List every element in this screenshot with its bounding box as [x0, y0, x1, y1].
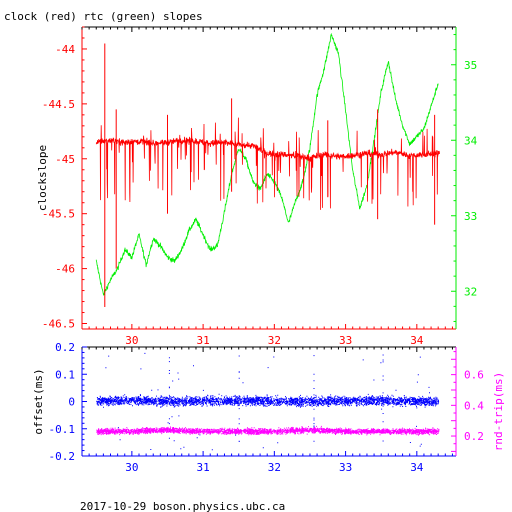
top-chart: 30 31 32 33 34 -44 -44.5 -45 -45.5 -46 -46.5 32 33 34… — [36, 26, 478, 347]
x-tick-label: 31 — [196, 334, 209, 347]
x-tick-label: 34 — [410, 334, 424, 347]
left-tick-label: -0.2 — [49, 450, 76, 463]
x-tick-label: 33 — [339, 334, 352, 347]
right-tick-label: 0.2 — [464, 430, 484, 443]
plot-area — [96, 352, 440, 451]
clock-series-line — [95, 117, 440, 210]
left-axis-label: clockslope — [36, 145, 49, 211]
left-tick-label: -44 — [55, 43, 75, 56]
right-tick-label: 35 — [464, 59, 477, 72]
rtc-series-line — [95, 32, 439, 296]
left-tick-label: 0.1 — [55, 368, 75, 381]
right-axis-label: rnd-trip(ms) — [492, 372, 505, 451]
plot-area — [95, 32, 440, 308]
right-tick-label: 33 — [464, 210, 477, 223]
left-tick-label: -45 — [55, 153, 75, 166]
left-tick-label: -44.5 — [42, 98, 75, 111]
right-tick-label: 32 — [464, 285, 477, 298]
left-tick-label: 0 — [68, 396, 75, 409]
x-tick-label: 30 — [125, 334, 138, 347]
x-tick-label: 32 — [268, 334, 281, 347]
left-tick-label: -46 — [55, 263, 75, 276]
left-tick-label: 0.2 — [55, 341, 75, 354]
left-tick-label: -46.5 — [42, 318, 75, 331]
x-tick-label: 34 — [410, 461, 424, 474]
bottom-chart: 30 31 32 33 34 0.2 0.1 0 -0.1 -0.2 0.6 0.4 0.2 offset… — [32, 341, 505, 474]
offset-series-points — [96, 352, 440, 451]
x-tick-label: 31 — [196, 461, 209, 474]
footer-text: 2017-10-29 boson.physics.ubc.ca — [80, 500, 285, 512]
right-tick-label: 34 — [464, 134, 478, 147]
chart-title: clock (red) rtc (green) slopes — [4, 10, 203, 23]
x-tick-label: 32 — [268, 461, 281, 474]
x-tick-label: 30 — [125, 461, 138, 474]
left-axis-label: offset(ms) — [32, 368, 45, 434]
left-tick-label: -0.1 — [49, 423, 76, 436]
left-tick-label: -45.5 — [42, 208, 75, 221]
x-tick-label: 33 — [339, 461, 352, 474]
right-tick-label: 0.6 — [464, 369, 484, 382]
rtt-series-points — [96, 425, 440, 436]
right-tick-label: 0.4 — [464, 399, 484, 412]
